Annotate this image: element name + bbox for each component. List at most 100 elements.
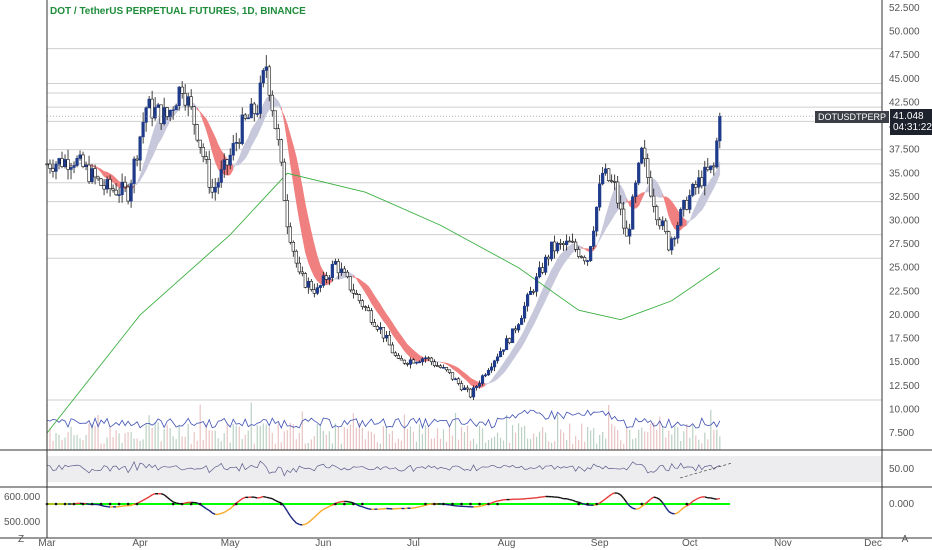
candle-body xyxy=(327,277,331,280)
rsi-line xyxy=(46,460,720,477)
ribbon-segment xyxy=(100,168,105,178)
volume-bar xyxy=(58,434,60,450)
volume-bar xyxy=(412,431,415,450)
candle-body xyxy=(225,159,229,166)
candle-body xyxy=(562,243,566,246)
volume-bar xyxy=(454,413,457,450)
candle-body xyxy=(102,185,106,190)
volume-bar xyxy=(340,443,342,450)
candle-body xyxy=(372,322,376,327)
volume-bar xyxy=(388,433,391,450)
squeeze-dot xyxy=(198,502,202,506)
ribbon-segment xyxy=(506,353,510,370)
oscillator-segment xyxy=(130,503,135,507)
volume-bar xyxy=(514,432,517,450)
volume-bar xyxy=(292,424,294,450)
volume-bar xyxy=(656,429,658,450)
squeeze-dot xyxy=(451,502,454,506)
candle-body xyxy=(159,104,163,124)
candle-body xyxy=(685,200,689,210)
candle-body xyxy=(486,369,491,376)
oscillator-segment xyxy=(121,504,126,507)
candle-body xyxy=(204,156,208,160)
candle-body xyxy=(709,165,713,171)
ribbon-segment xyxy=(560,250,564,270)
candle-body xyxy=(688,195,692,210)
volume-bar xyxy=(665,437,667,450)
time-tick-label: Nov xyxy=(774,538,792,549)
volume-bar xyxy=(469,441,472,450)
volume-bar xyxy=(259,425,261,450)
volume-bar xyxy=(280,442,282,450)
volume-bar xyxy=(76,434,78,450)
volume-bar xyxy=(226,424,228,450)
candle-body xyxy=(399,358,404,361)
candle-body xyxy=(342,268,346,273)
ribbon-segment xyxy=(638,192,642,207)
ribbon-segment xyxy=(244,136,249,160)
candle-body xyxy=(303,273,307,288)
volume-bar xyxy=(647,432,649,450)
time-tick-label: Jul xyxy=(407,538,420,549)
volume-bar xyxy=(343,427,345,450)
candle-body xyxy=(480,375,485,384)
volume-bar xyxy=(499,437,502,450)
oscillator-segment xyxy=(572,499,576,503)
price-tick-label: 25.000 xyxy=(889,263,920,274)
oscillator-segment xyxy=(497,499,501,502)
price-tick-label: 32.500 xyxy=(889,192,920,203)
candle-body xyxy=(462,387,467,391)
auto-scale-button[interactable]: A xyxy=(901,534,909,545)
volume-bar xyxy=(148,415,150,450)
squeeze-dot xyxy=(63,502,67,506)
volume-bar xyxy=(430,438,433,450)
candle-body xyxy=(712,165,716,168)
oscillator-segment xyxy=(695,497,700,501)
volume-bar xyxy=(557,414,559,450)
volume-bar xyxy=(241,438,243,450)
candle-body xyxy=(637,162,641,184)
volume-bar xyxy=(683,431,685,450)
candle-body xyxy=(465,387,470,390)
oscillator-segment xyxy=(310,516,315,521)
oscillator-segment xyxy=(686,503,691,507)
candle-body xyxy=(414,361,419,364)
ribbon-segment xyxy=(683,217,688,228)
ribbon-segment xyxy=(404,339,408,355)
volume-bar xyxy=(566,440,568,450)
oscillator-segment xyxy=(347,500,351,503)
ribbon-segment xyxy=(115,177,120,189)
volume-bar xyxy=(55,432,57,450)
ribbon-segment xyxy=(281,107,285,122)
candle-body xyxy=(351,289,355,294)
grid xyxy=(47,48,882,401)
candle-body xyxy=(601,172,605,185)
candle-body xyxy=(459,383,464,391)
candle-body xyxy=(135,158,139,161)
oscillator-segment xyxy=(205,508,210,512)
volume-bar xyxy=(160,441,162,450)
ribbon-segment xyxy=(148,135,153,164)
candle-body xyxy=(144,107,148,123)
volume-bar xyxy=(626,427,628,450)
volume-bar xyxy=(403,414,406,450)
oscillator-segment xyxy=(500,499,504,502)
zoom-button[interactable]: Z xyxy=(17,534,25,545)
oscillator-segment xyxy=(623,497,628,503)
oscillator-segment xyxy=(278,501,282,504)
ribbon-segment xyxy=(518,334,522,353)
oscillator-segment xyxy=(662,502,667,508)
candle-body xyxy=(661,220,665,227)
oscillator-segment xyxy=(296,522,300,526)
volume-bar xyxy=(145,422,147,450)
ribbon-segment xyxy=(290,134,294,183)
volume-bar xyxy=(590,430,592,450)
candle-body xyxy=(592,230,596,247)
candle-body xyxy=(198,139,202,148)
candle-body xyxy=(550,241,554,260)
volume-bar xyxy=(103,443,105,450)
ribbon-segment xyxy=(530,310,534,332)
volume-bar xyxy=(82,440,84,450)
candle-body xyxy=(147,98,151,109)
